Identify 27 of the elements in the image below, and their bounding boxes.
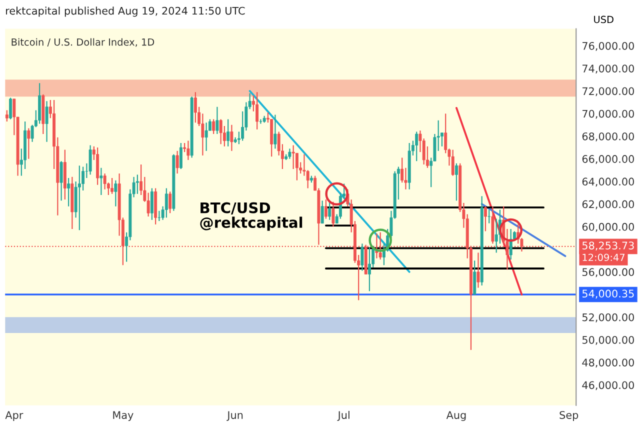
y-axis-title: USD [594, 16, 614, 24]
y-tick-label: 48,000.00 [582, 358, 634, 368]
y-tick-label: 70,000.00 [582, 110, 634, 119]
y-tick-label: 50,000.00 [582, 336, 634, 345]
y-tick-label: 56,000.00 [582, 268, 634, 278]
ref-line-label: 58,253.73 [582, 242, 634, 251]
x-tick-label: May [113, 411, 134, 421]
y-tick-label: 74,000.00 [582, 64, 634, 74]
y-tick-label: 66,000.00 [582, 155, 634, 164]
text: Bitcoin / U.S. Dollar Index, 1D [12, 38, 154, 47]
chart-title: rektcapital published Aug 19, 2024 11:50 UTC [6, 6, 245, 17]
y-tick-label: 64,000.00 [582, 178, 634, 187]
x-tick-label: Jul [337, 410, 350, 421]
annotation: BTC/USD @rektcapital [200, 202, 302, 231]
y-tick-label: 62,000.00 [582, 200, 634, 210]
y-tick-label: 68,000.00 [582, 132, 634, 142]
y-tick-label: 46,000.00 [582, 381, 634, 390]
y-tick-label: 60,000.00 [582, 222, 634, 232]
x-tick-label: Jun [226, 411, 243, 421]
y-tick-label: 52,000.00 [582, 313, 634, 322]
text: 12:09:47 [582, 254, 625, 262]
x-tick-label: Aug [446, 411, 466, 421]
y-tick-label: 72,000.00 [582, 87, 634, 96]
ref-line-label: 54,000.35 [582, 290, 634, 299]
x-tick-label: Sep [560, 411, 578, 421]
x-tick-label: Apr [5, 411, 24, 421]
y-tick-label: 76,000.00 [582, 42, 634, 51]
